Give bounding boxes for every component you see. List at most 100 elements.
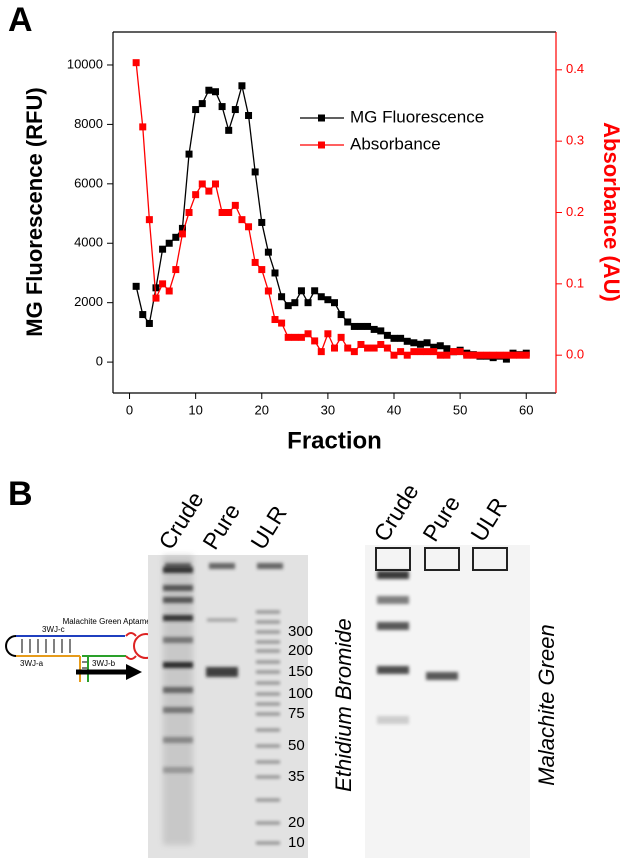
data-point [337, 333, 345, 341]
gel-band [256, 712, 280, 716]
data-point [238, 82, 246, 90]
data-point [238, 216, 246, 224]
legend-marker [318, 114, 325, 122]
legend-marker [318, 141, 325, 149]
y2-tick-label: 0.2 [566, 204, 584, 219]
gel-band [256, 841, 280, 845]
legend-label: MG Fluorescence [350, 107, 484, 126]
data-point [522, 351, 530, 359]
gel-band [256, 620, 280, 624]
data-point [251, 168, 259, 176]
gel-band [377, 716, 409, 724]
stain-label: Malachite Green [534, 624, 559, 785]
data-point [350, 322, 358, 330]
data-point [291, 299, 299, 307]
gel-band [426, 672, 458, 680]
data-point [264, 287, 272, 295]
ladder-label: 75 [288, 705, 305, 722]
data-point [192, 191, 200, 199]
stain-label: Ethidium Bromide [331, 618, 356, 792]
gel [365, 545, 530, 858]
data-point [397, 348, 405, 356]
ladder-label: 35 [288, 768, 305, 785]
diagram-label: 3WJ-a [20, 659, 44, 668]
data-point [159, 245, 167, 253]
gel-band [165, 563, 191, 569]
diagram-label: 3WJ-c [42, 625, 65, 634]
lane-label: ULR [465, 493, 511, 546]
gel-well [375, 547, 411, 571]
gel-band [256, 760, 280, 764]
data-point [297, 333, 305, 341]
data-point [436, 351, 444, 359]
lane-label: Pure [417, 491, 465, 546]
data-point [337, 311, 345, 319]
x-tick-label: 20 [255, 402, 269, 417]
data-point [152, 284, 160, 292]
data-point [489, 351, 497, 359]
gel-band [256, 660, 280, 664]
lane-label: Crude [153, 487, 208, 554]
y2-tick-label: 0.0 [566, 347, 584, 362]
data-point [317, 293, 325, 301]
data-point [324, 296, 332, 304]
panel-label: A [8, 1, 33, 39]
ladder-label: 300 [288, 623, 313, 640]
panel-label: B [8, 475, 33, 513]
data-point [430, 348, 438, 356]
data-point [231, 106, 239, 114]
data-point [377, 340, 385, 348]
data-point [364, 344, 372, 352]
data-point [331, 344, 338, 352]
ladder-label: 20 [288, 814, 305, 831]
data-point [443, 351, 451, 359]
data-point [324, 330, 332, 338]
gel-well [424, 547, 460, 571]
data-point [304, 299, 312, 307]
gel-band [163, 662, 193, 668]
ladder-label: 200 [288, 642, 313, 659]
y-tick-label: 10000 [67, 56, 103, 71]
ladder-label: 150 [288, 663, 313, 680]
y-tick-label: 6000 [74, 175, 103, 190]
data-point [416, 340, 424, 348]
x-axis-label: Fraction [287, 427, 382, 454]
gel-band [206, 667, 238, 677]
gel-bands [163, 547, 508, 845]
y-tick-label: 4000 [74, 235, 103, 250]
data-point [344, 344, 352, 352]
data-point [165, 287, 173, 295]
data-point [331, 299, 338, 307]
gel-band [256, 649, 280, 653]
y2-tick-label: 0.4 [566, 61, 584, 76]
data-point [211, 180, 219, 188]
data-point [502, 355, 510, 363]
data-point [284, 333, 292, 341]
gel-band [163, 737, 193, 743]
gel-band [256, 681, 280, 685]
x-tick-label: 10 [188, 402, 202, 417]
data-point [317, 348, 325, 356]
data-point [198, 100, 206, 108]
data-point [284, 302, 292, 310]
data-point [172, 266, 180, 274]
data-point [430, 343, 438, 351]
data-point [423, 348, 431, 356]
gel-band [257, 563, 283, 569]
data-point [278, 319, 286, 327]
data-point [436, 342, 444, 350]
data-point [390, 334, 398, 342]
data-point [258, 266, 266, 274]
data-point [264, 248, 272, 256]
data-point [245, 111, 253, 119]
data-point [403, 337, 411, 345]
data-point [463, 351, 471, 359]
data-point [397, 334, 405, 342]
gel-well [472, 547, 508, 571]
data-point [185, 209, 193, 216]
data-point [311, 337, 319, 345]
data-point [344, 318, 352, 326]
data-point [278, 293, 286, 301]
data-point [410, 348, 418, 356]
data-point [291, 333, 299, 341]
